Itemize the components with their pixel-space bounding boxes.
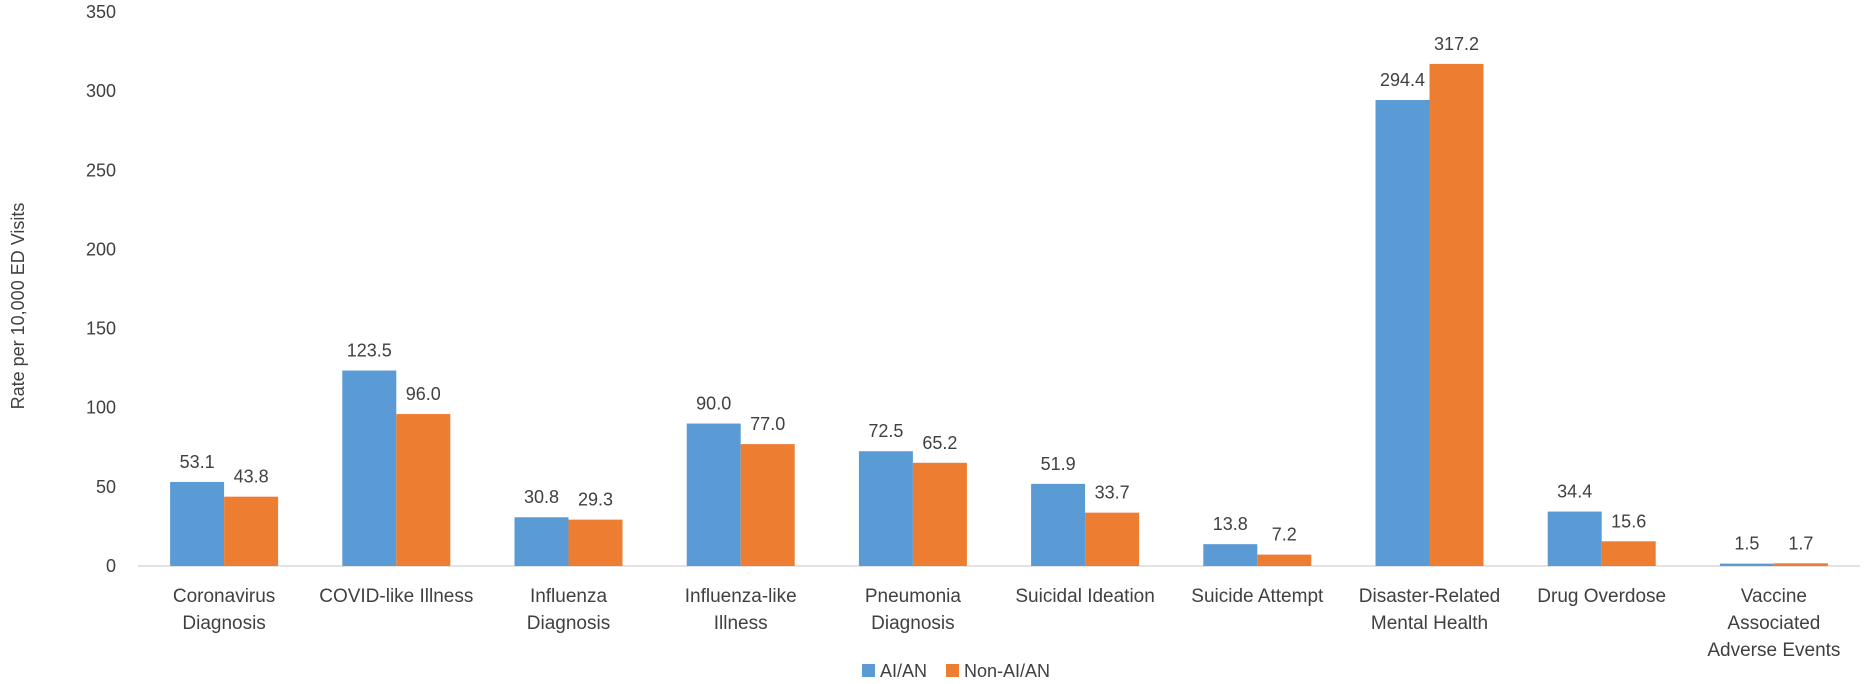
bar bbox=[568, 519, 623, 566]
bar bbox=[740, 444, 795, 566]
bar bbox=[912, 462, 967, 566]
data-label: 72.5 bbox=[868, 421, 903, 441]
category-label: Disaster-Related bbox=[1359, 586, 1501, 607]
data-label: 77.0 bbox=[750, 414, 785, 434]
category-label: COVID-like Illness bbox=[319, 586, 473, 607]
data-label: 43.8 bbox=[234, 467, 269, 487]
category-label: Diagnosis bbox=[527, 613, 610, 634]
bar bbox=[1085, 512, 1140, 566]
category-label: Drug Overdose bbox=[1537, 586, 1666, 607]
category-label: Suicidal Ideation bbox=[1015, 586, 1154, 607]
y-tick-label: 250 bbox=[86, 160, 116, 180]
category-label: Adverse Events bbox=[1707, 640, 1840, 661]
data-label: 51.9 bbox=[1041, 454, 1076, 474]
legend-label: Non-AI/AN bbox=[964, 661, 1050, 681]
legend-swatch bbox=[862, 664, 875, 677]
data-label: 90.0 bbox=[696, 394, 731, 414]
legend-label: AI/AN bbox=[880, 661, 927, 681]
y-tick-label: 350 bbox=[86, 2, 116, 22]
category-label: Pneumonia bbox=[865, 586, 962, 607]
data-label: 96.0 bbox=[406, 384, 441, 404]
data-label: 34.4 bbox=[1557, 482, 1592, 502]
data-label: 317.2 bbox=[1434, 34, 1479, 54]
legend: AI/AN Non-AI/AN bbox=[862, 661, 1050, 681]
data-label: 53.1 bbox=[180, 452, 215, 472]
category-label: Influenza bbox=[530, 586, 608, 607]
data-label: 15.6 bbox=[1611, 511, 1646, 531]
y-tick-label: 300 bbox=[86, 81, 116, 101]
data-label: 29.3 bbox=[578, 490, 613, 510]
category-label: Diagnosis bbox=[871, 613, 954, 634]
data-label: 294.4 bbox=[1380, 70, 1425, 90]
category-label: Diagnosis bbox=[182, 613, 265, 634]
category-labels: Coronavirus Diagnosis COVID-like Illness In… bbox=[173, 586, 1841, 661]
y-tick-label: 150 bbox=[86, 319, 116, 339]
bar bbox=[170, 481, 225, 566]
y-axis-label: Rate per 10,000 ED Visits bbox=[8, 203, 28, 410]
bar bbox=[1375, 100, 1430, 566]
category-label: Coronavirus bbox=[173, 586, 275, 607]
data-label: 13.8 bbox=[1213, 514, 1248, 534]
bar bbox=[396, 414, 451, 566]
bar bbox=[224, 496, 279, 566]
bar bbox=[342, 370, 397, 566]
legend-swatch bbox=[946, 664, 959, 677]
category-label: Illness bbox=[714, 613, 768, 634]
y-tick-label: 50 bbox=[96, 477, 116, 497]
data-label: 1.7 bbox=[1788, 533, 1813, 553]
category-label: Influenza-like bbox=[685, 586, 797, 607]
y-tick-label: 200 bbox=[86, 239, 116, 259]
y-axis: Rate per 10,000 ED Visits 0 50 100 150 200 25… bbox=[8, 2, 116, 576]
y-tick-label: 0 bbox=[106, 556, 116, 576]
bars bbox=[170, 63, 1828, 566]
bar bbox=[686, 423, 741, 566]
y-tick-label: 100 bbox=[86, 398, 116, 418]
data-label: 33.7 bbox=[1095, 483, 1130, 503]
bar bbox=[514, 517, 569, 566]
bar bbox=[1547, 511, 1602, 566]
category-label: Suicide Attempt bbox=[1191, 586, 1324, 607]
bar bbox=[1429, 63, 1484, 566]
bar bbox=[1601, 541, 1656, 566]
y-tick-labels: 0 50 100 150 200 250 300 350 bbox=[86, 2, 116, 576]
data-label: 65.2 bbox=[922, 433, 957, 453]
category-label: Associated bbox=[1727, 613, 1820, 634]
category-label: Mental Health bbox=[1371, 613, 1488, 634]
data-labels: 53.1 43.8 123.5 96.0 30.8 29.3 90.0 77.0 72.5 65.… bbox=[180, 34, 1814, 554]
bar bbox=[858, 451, 913, 566]
data-label: 7.2 bbox=[1272, 525, 1297, 545]
bar bbox=[1773, 563, 1828, 566]
bar bbox=[1257, 554, 1312, 566]
bar bbox=[1031, 483, 1086, 566]
bar bbox=[1719, 563, 1774, 566]
category-label: Vaccine bbox=[1741, 586, 1807, 607]
bar bbox=[1203, 544, 1258, 566]
data-label: 1.5 bbox=[1734, 534, 1759, 554]
data-label: 30.8 bbox=[524, 487, 559, 507]
data-label: 123.5 bbox=[347, 341, 392, 361]
